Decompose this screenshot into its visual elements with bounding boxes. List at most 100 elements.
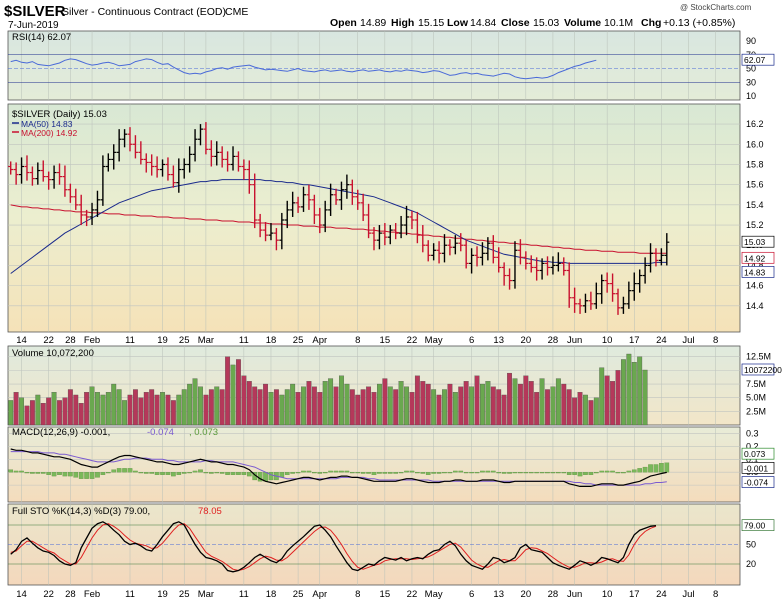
volume-bar-down — [393, 389, 399, 426]
volume-bar-up — [8, 400, 14, 426]
volume-bar-down — [572, 397, 578, 426]
volume-bar-up — [198, 386, 203, 426]
volume-bar-down — [420, 381, 426, 426]
ohlc-bar-down — [170, 165, 176, 188]
price-tick-label: 14.6 — [746, 281, 764, 291]
price-tick-label: 14.4 — [746, 301, 764, 311]
volume-bar-up — [116, 389, 122, 426]
ohlc-bar-up — [122, 129, 128, 148]
volume-bar-down — [236, 359, 241, 426]
ohlc-bar-up — [441, 234, 447, 263]
volume-bar-up — [284, 389, 290, 426]
price-tick-label: 14.8 — [746, 260, 764, 270]
volume-bar-up — [344, 383, 350, 426]
price-last-close-box — [741, 235, 775, 248]
volume-tick-label: 12.5M — [746, 352, 771, 362]
macd-histogram-bar — [593, 472, 599, 474]
macd-signal-last-value-box — [741, 476, 775, 488]
volume-bar-up — [480, 383, 485, 426]
macd-histogram-bar — [40, 472, 46, 474]
ohlc-bar-down — [501, 262, 507, 286]
volume-bar-down — [13, 392, 19, 426]
volume-bar-down — [474, 375, 480, 426]
ohlc-bar-up — [376, 225, 382, 250]
macd-legend-hist: , 0.073 — [189, 427, 218, 438]
macd-histogram-bar — [122, 468, 127, 473]
volume-bar-up — [214, 386, 220, 426]
ohlc-bar-up — [290, 191, 296, 217]
ohlc-bar-up — [35, 162, 41, 185]
ohlc-bar-up — [626, 281, 632, 309]
price-last-close: 15.03 — [744, 237, 766, 247]
volume-bar-down — [517, 383, 523, 426]
ohlc-bar-down — [615, 288, 621, 315]
macd-histogram-bar — [604, 470, 610, 473]
macd-histogram-bar — [171, 472, 176, 477]
close-value: 15.03 — [533, 17, 559, 29]
macd-histogram-bar — [127, 468, 133, 473]
ohlc-bar-down — [566, 262, 572, 308]
watermark: @ StockCharts.com — [680, 3, 752, 12]
ma200-legend: MA(200) 14.92 — [21, 128, 77, 138]
macd-hist-last-value: 0.073 — [744, 449, 766, 459]
x-tick-label: 14 — [16, 589, 27, 600]
volume-bar-down — [355, 394, 361, 426]
ohlc-bar-down — [203, 122, 209, 155]
ohlc-bar-up — [582, 293, 588, 313]
macd-histogram-bar — [501, 472, 507, 474]
volume-bar-down — [273, 389, 279, 426]
ohlc-bar-down — [572, 287, 578, 313]
volume-bar-down — [382, 378, 388, 426]
macd-histogram-bar — [659, 463, 664, 473]
x-tick-label: 10 — [602, 335, 613, 346]
macd-histogram-bar — [111, 469, 117, 473]
macd-histogram-bar — [68, 472, 73, 477]
x-tick-label: 11 — [125, 589, 135, 600]
ohlc-bar-up — [192, 129, 198, 162]
x-tick-label: May — [425, 589, 443, 600]
price-panel — [7, 103, 741, 333]
volume-bar-down — [57, 400, 62, 426]
x-tick-label: 22 — [43, 589, 54, 600]
ohlc-bar-up — [398, 215, 404, 239]
volume-bar-down — [604, 375, 610, 426]
volume-last-value-box — [741, 363, 775, 376]
x-tick-label: Feb — [84, 589, 100, 600]
macd-histogram-bar — [328, 470, 333, 473]
volume-bar-down — [463, 381, 469, 426]
ma50-last-value: 14.83 — [744, 267, 766, 277]
ohlc-bar-up — [322, 200, 328, 233]
ohlc-bar-down — [24, 155, 30, 181]
ohlc-bar-up — [620, 296, 626, 314]
volume-bar-down — [208, 389, 214, 426]
x-tick-label: 28 — [65, 335, 76, 346]
x-tick-label: Jul — [682, 335, 694, 346]
volume-bar-up — [51, 392, 57, 426]
ohlc-bar-down — [561, 257, 567, 276]
ohlc-bar-down — [306, 184, 312, 210]
volume-legend: Volume 10,072,200 — [12, 348, 94, 359]
macd-histogram-bar — [442, 472, 447, 474]
ohlc-bar-up — [452, 235, 458, 255]
volume-bar-up — [550, 386, 556, 426]
macd-histogram-bar — [621, 472, 626, 474]
macd-histogram-bar — [301, 470, 306, 473]
volume-bar-down — [414, 375, 420, 426]
volume-bar-down — [203, 394, 209, 426]
macd-panel — [7, 426, 741, 503]
x-tick-label: 14 — [16, 335, 27, 346]
x-tick-label: 28 — [548, 589, 559, 600]
chart-name: Silver - Continuous Contract (EOD) — [62, 6, 226, 18]
price-tick-label: 15.2 — [746, 220, 764, 230]
x-tick-label: 8 — [355, 335, 360, 346]
macd-histogram-bar — [507, 472, 512, 474]
x-tick-label: 24 — [656, 589, 667, 600]
macd-histogram-bar — [642, 466, 648, 473]
ohlc-bar-down — [219, 146, 225, 168]
sto-legend: Full STO %K(14,3) %D(3) 79.00, — [12, 506, 150, 517]
ohlc-bar-down — [311, 194, 317, 225]
macd-histogram-bar — [333, 470, 339, 473]
macd-histogram-bar — [13, 470, 19, 473]
rsi-tick-label: 90 — [746, 36, 756, 46]
volume-bar-down — [24, 405, 30, 426]
